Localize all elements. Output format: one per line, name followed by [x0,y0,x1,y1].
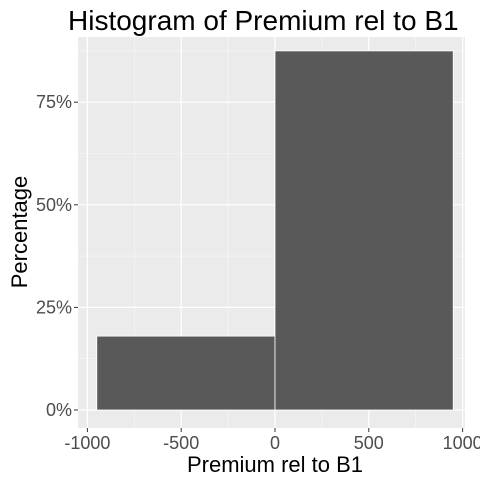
x-tick-label: 0 [270,433,280,453]
chart-title: Histogram of Premium rel to B1 [68,5,459,36]
histogram-bars [96,50,454,411]
x-tick-label: 500 [354,433,384,453]
x-tick-label: -1000 [64,433,110,453]
histogram-bar-1 [96,335,276,411]
y-tick-label: 25% [36,297,72,317]
x-axis-title: Premium rel to B1 [187,452,363,477]
y-axis: 0% 25% 50% 75% [36,92,78,420]
y-tick-label: 0% [46,400,72,420]
x-axis: -1000 -500 0 500 1000 [64,428,480,453]
y-tick-label: 75% [36,92,72,112]
x-tick-label: -500 [163,433,199,453]
x-tick-label: 1000 [443,433,480,453]
y-axis-title: Percentage [7,176,32,289]
y-tick-label: 50% [36,195,72,215]
histogram-bar-2 [274,50,454,411]
